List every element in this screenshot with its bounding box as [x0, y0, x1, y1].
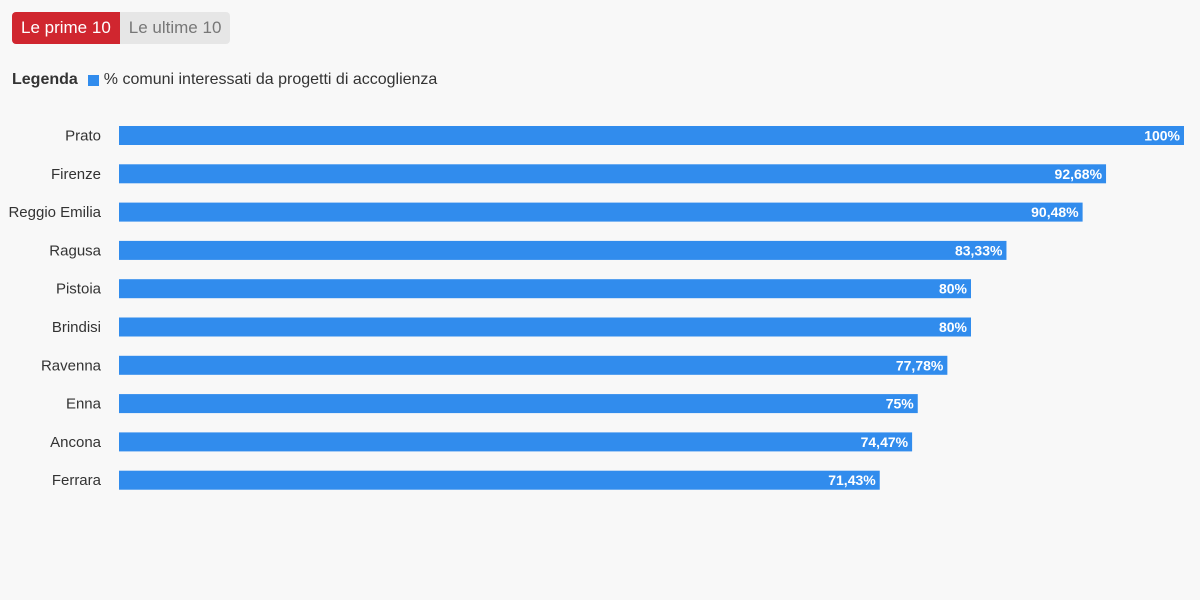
value-label: 83,33%: [955, 242, 1003, 258]
value-label: 90,48%: [1031, 204, 1079, 220]
value-label: 74,47%: [861, 434, 909, 450]
tab-bottom-10[interactable]: Le ultime 10: [119, 12, 231, 44]
value-label: 80%: [939, 281, 968, 297]
category-label: Enna: [66, 396, 102, 413]
category-label: Prato: [65, 128, 101, 145]
value-label: 92,68%: [1055, 166, 1103, 182]
bar[interactable]: [119, 240, 1007, 260]
category-label: Brindisi: [52, 319, 101, 336]
bar[interactable]: [119, 432, 913, 452]
category-label: Firenze: [51, 166, 101, 183]
bar[interactable]: [119, 317, 971, 337]
category-label: Ferrara: [52, 472, 102, 489]
bar[interactable]: [119, 394, 918, 414]
category-label: Ragusa: [49, 242, 101, 259]
value-label: 71,43%: [828, 472, 876, 488]
legend-label: % comuni interessati da progetti di acco…: [103, 71, 438, 88]
value-label: 80%: [939, 319, 968, 335]
bar[interactable]: [119, 355, 948, 375]
legend-title: Legenda: [12, 71, 78, 88]
bar[interactable]: [119, 164, 1107, 184]
value-label: 100%: [1144, 128, 1180, 144]
category-label: Ravenna: [41, 357, 102, 374]
bar[interactable]: [119, 126, 1184, 145]
category-label: Pistoia: [56, 281, 102, 298]
chart-legend: Legenda % comuni interessati da progetti…: [12, 69, 437, 91]
bar[interactable]: [119, 202, 1083, 222]
tab-group: Le prime 10 Le ultime 10: [12, 12, 231, 44]
category-label: Ancona: [50, 434, 102, 451]
tab-top-10[interactable]: Le prime 10: [12, 12, 120, 44]
value-label: 75%: [886, 396, 915, 412]
category-label: Reggio Emilia: [8, 204, 101, 221]
legend-swatch: [87, 74, 99, 86]
value-label: 77,78%: [896, 357, 944, 373]
bar[interactable]: [119, 470, 880, 490]
bar[interactable]: [119, 279, 971, 299]
